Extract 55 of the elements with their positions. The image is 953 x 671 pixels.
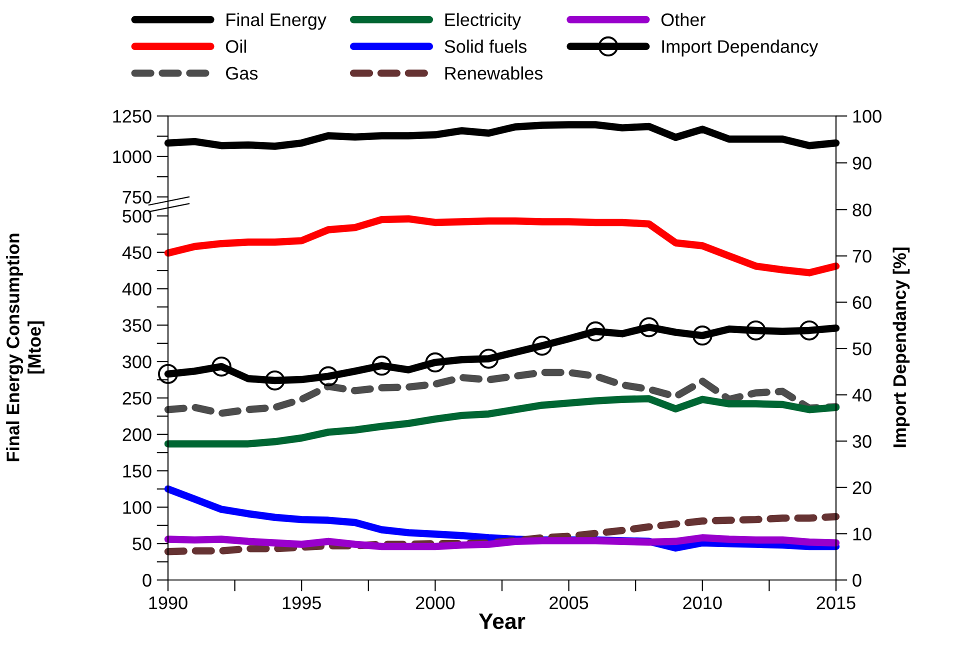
y2-tick-label: 30 — [852, 435, 872, 448]
y-tick-label: 1250 — [113, 110, 152, 123]
point — [478, 348, 499, 369]
legend-label: Solid fuels — [444, 40, 527, 53]
point — [264, 370, 285, 390]
point — [799, 320, 820, 340]
y2-tick-label: 100 — [853, 110, 882, 123]
point — [372, 356, 392, 376]
y2-tick-label: 60 — [852, 296, 872, 309]
legend-label: Other — [661, 12, 706, 26]
y-tick-label: 350 — [122, 319, 152, 332]
y-tick-label: 500 — [122, 210, 152, 223]
y-tick-label: 250 — [122, 392, 152, 405]
x-tick-label: 2000 — [416, 596, 455, 610]
point — [158, 364, 178, 384]
point — [532, 336, 552, 356]
x-tick-label: 2005 — [550, 596, 588, 610]
y-tick-label: 0 — [142, 574, 152, 587]
y2-tick-label: 50 — [852, 342, 872, 356]
y-tick-label: 200 — [122, 428, 152, 442]
x-tick-label: 1990 — [149, 596, 188, 610]
y-tick-label: 300 — [122, 355, 152, 368]
x-tick-label: 2010 — [683, 596, 722, 610]
x-axis-title: Year — [478, 614, 526, 630]
y2-tick-label: 70 — [852, 250, 872, 263]
y-tick-label: 750 — [122, 190, 152, 204]
point — [318, 366, 338, 386]
legend-label: Gas — [226, 66, 258, 80]
y2-tick-label: 40 — [852, 388, 872, 402]
y-tick-label: 150 — [123, 464, 152, 478]
y2-axis-title: Import Dependancy [%] — [892, 248, 910, 448]
y2-tick-label: 90 — [852, 156, 872, 170]
y-tick-label: 400 — [122, 282, 152, 296]
y-axis-title: Final Energy Consumption [Mtoe] — [6, 234, 44, 462]
legend-label: Renewables — [445, 66, 543, 80]
legend-label: Final Energy — [226, 12, 326, 30]
y-tick-label: 100 — [123, 501, 152, 514]
y-tick-label: 450 — [122, 246, 152, 260]
y2-tick-label: 0 — [852, 574, 862, 587]
point — [425, 352, 446, 372]
point — [746, 320, 766, 340]
x-tick-label: 2015 — [816, 596, 856, 610]
y-tick-label: 50 — [132, 538, 152, 550]
point — [692, 326, 712, 346]
x-tick-label: 1995 — [282, 596, 321, 610]
legend-label: Oil — [226, 40, 246, 53]
legend-label: Import Dependancy — [662, 40, 818, 56]
y2-tick-label: 10 — [853, 528, 872, 540]
y-tick-label: 1000 — [113, 150, 152, 164]
point — [586, 321, 606, 342]
y2-tick-label: 20 — [852, 481, 872, 494]
y2-tick-label: 80 — [852, 204, 872, 216]
legend-label: Electricity — [445, 12, 522, 30]
point — [638, 317, 659, 338]
point — [211, 356, 232, 377]
